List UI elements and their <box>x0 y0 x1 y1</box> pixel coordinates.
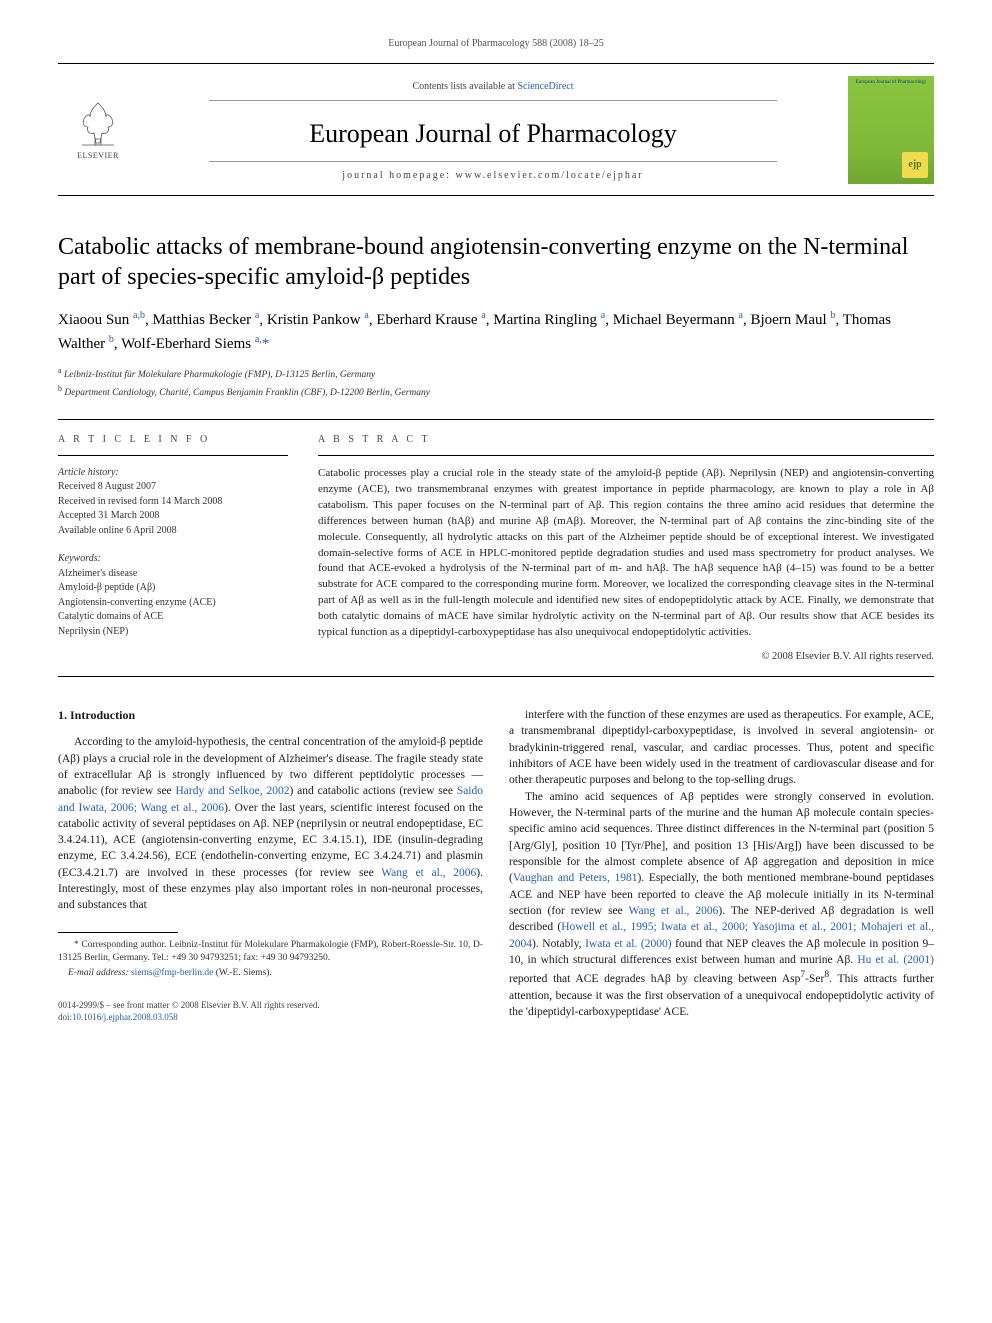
issn-copyright: 0014-2999/$ – see front matter © 2008 El… <box>58 999 483 1012</box>
body-paragraph: The amino acid sequences of Aβ peptides … <box>509 789 934 1020</box>
divider <box>58 455 288 456</box>
keyword: Neprilysin (NEP) <box>58 625 288 640</box>
journal-title: European Journal of Pharmacology <box>138 119 848 149</box>
email-person: (W.-E. Siems). <box>213 968 272 978</box>
front-matter-line: 0014-2999/$ – see front matter © 2008 El… <box>58 999 483 1024</box>
body-column-right: interfere with the function of these enz… <box>509 707 934 1024</box>
contents-available: Contents lists available at ScienceDirec… <box>209 81 777 101</box>
footnote-separator <box>58 932 178 933</box>
history-online: Available online 6 April 2008 <box>58 524 288 539</box>
sciencedirect-link[interactable]: ScienceDirect <box>517 81 573 92</box>
keyword: Amyloid-β peptide (Aβ) <box>58 581 288 596</box>
body-column-left: 1. Introduction According to the amyloid… <box>58 707 483 1024</box>
authors-list: Xiaoou Sun a,b, Matthias Becker a, Krist… <box>58 308 934 355</box>
body-paragraph: According to the amyloid-hypothesis, the… <box>58 734 483 914</box>
corr-author-text: * Corresponding author. Leibniz-Institut… <box>58 939 483 966</box>
homepage-url: www.elsevier.com/locate/ejphar <box>456 170 644 181</box>
history-received: Received 8 August 2007 <box>58 480 288 495</box>
history-label: Article history: <box>58 466 288 481</box>
body-paragraph: interfere with the function of these enz… <box>509 707 934 789</box>
cover-badge: ejp <box>902 152 928 178</box>
body-columns: 1. Introduction According to the amyloid… <box>58 707 934 1024</box>
affiliation-b: b Department Cardiology, Charité, Campus… <box>58 383 934 401</box>
corr-email-line: E-mail address: siems@fmp-berlin.de (W.-… <box>58 967 483 980</box>
contents-prefix: Contents lists available at <box>412 81 517 92</box>
journal-cover-thumbnail: European Journal of Pharmacology ejp <box>848 76 934 184</box>
publisher-name: ELSEVIER <box>77 151 119 160</box>
keywords-label: Keywords: <box>58 552 288 567</box>
doi-label: doi: <box>58 1012 72 1022</box>
article-info-heading: A R T I C L E I N F O <box>58 434 288 445</box>
journal-header: ELSEVIER Contents lists available at Sci… <box>58 63 934 196</box>
journal-homepage: journal homepage: www.elsevier.com/locat… <box>209 161 777 181</box>
divider <box>58 676 934 677</box>
elsevier-tree-icon <box>76 99 120 149</box>
affiliations: a Leibniz-Institut für Molekulare Pharma… <box>58 365 934 401</box>
corresponding-author-footnote: * Corresponding author. Leibniz-Institut… <box>58 939 483 981</box>
cover-title: European Journal of Pharmacology <box>856 80 927 86</box>
history-revised: Received in revised form 14 March 2008 <box>58 495 288 510</box>
abstract-copyright: © 2008 Elsevier B.V. All rights reserved… <box>318 651 934 662</box>
keyword: Angiotensin-converting enzyme (ACE) <box>58 596 288 611</box>
section-heading-intro: 1. Introduction <box>58 707 483 724</box>
keywords-block: Keywords: Alzheimer's disease Amyloid-β … <box>58 552 288 639</box>
running-header: European Journal of Pharmacology 588 (20… <box>58 38 934 49</box>
divider <box>58 419 934 420</box>
keyword: Catalytic domains of ACE <box>58 610 288 625</box>
email-label: E-mail address: <box>68 968 131 978</box>
publisher-logo: ELSEVIER <box>58 85 138 175</box>
corr-email[interactable]: siems@fmp-berlin.de <box>131 968 213 978</box>
article-history: Article history: Received 8 August 2007 … <box>58 466 288 539</box>
affiliation-a: a Leibniz-Institut für Molekulare Pharma… <box>58 365 934 383</box>
divider <box>318 455 934 456</box>
homepage-label: journal homepage: <box>342 170 455 181</box>
abstract-heading: A B S T R A C T <box>318 434 934 445</box>
doi-link[interactable]: 10.1016/j.ejphar.2008.03.058 <box>72 1012 178 1022</box>
article-title: Catabolic attacks of membrane-bound angi… <box>58 232 934 292</box>
abstract-text: Catabolic processes play a crucial role … <box>318 466 934 641</box>
history-accepted: Accepted 31 March 2008 <box>58 509 288 524</box>
keyword: Alzheimer's disease <box>58 567 288 582</box>
